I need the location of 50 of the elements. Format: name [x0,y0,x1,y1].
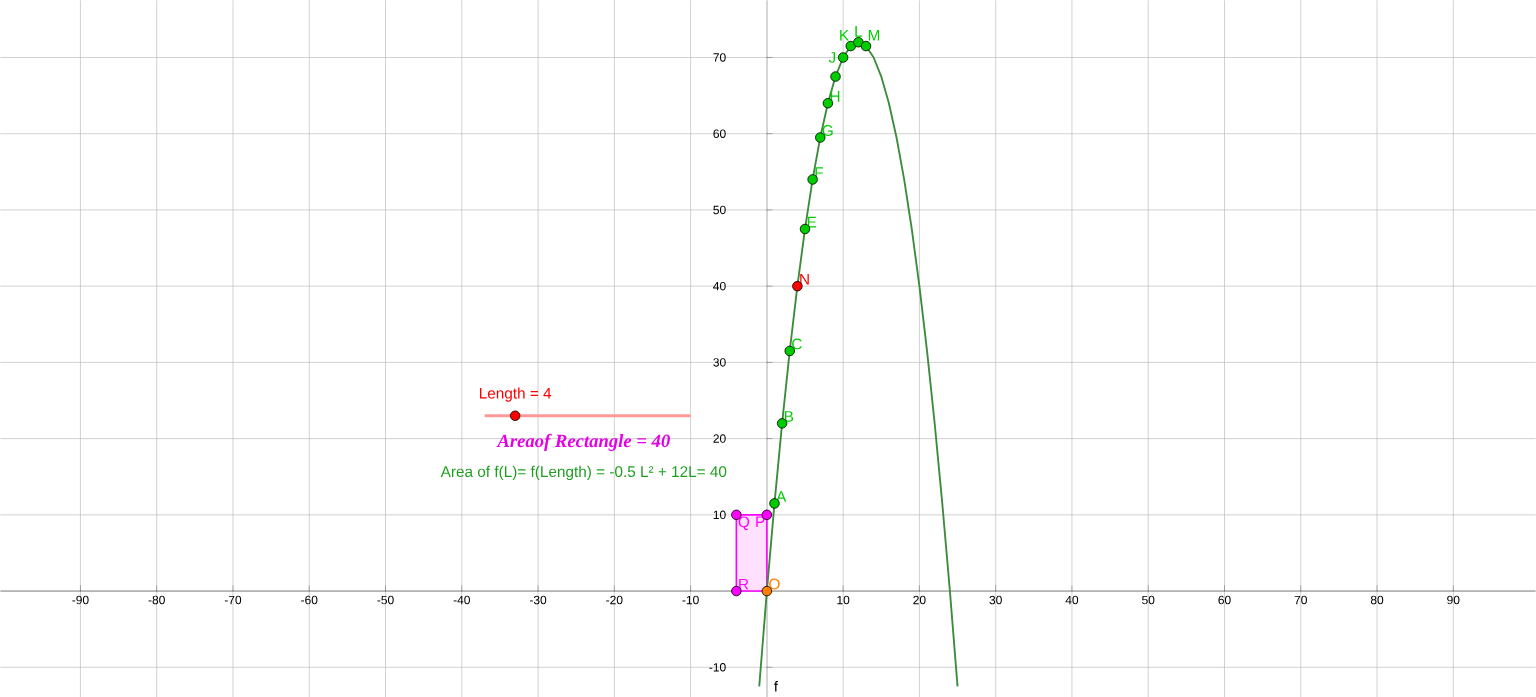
x-tick-label: -80 [148,595,165,605]
annotation: Areaof Rectangle = 40 [496,433,670,451]
x-tick-label: -90 [72,595,89,605]
data-label: N [800,273,809,285]
point [830,71,841,82]
data-label: B [784,411,794,422]
data-label: P [756,516,765,527]
x-tick-label: -20 [606,595,623,605]
x-tick-label: 80 [1370,595,1384,605]
data-label: J [828,51,836,63]
x-tick-label: -70 [224,595,242,605]
data-label: F [815,167,823,178]
data-label: K [840,29,849,41]
x-tick-label: 20 [913,595,926,605]
y-tick-label: 40 [713,281,726,291]
y-tick-label: 50 [713,205,726,215]
y-tick-label: 30 [713,357,726,367]
annotation: f [774,680,778,692]
x-tick-label: -50 [377,595,394,605]
x-tick-label: -30 [529,595,547,605]
x-tick-label: 10 [837,595,850,605]
data-label: Q [738,516,750,530]
y-tick-label: 20 [713,434,726,443]
point [860,40,872,52]
y-tick-label: 70 [713,53,726,62]
point [853,36,864,48]
data-label: L [855,25,863,37]
annotation: Length = 4 [479,387,552,402]
data-label: M [868,29,880,41]
x-tick-label: -40 [453,595,470,605]
annotation: Area of f(L)= f(Length) = -0.5 L² + 12L= 40 [440,465,727,480]
data-label: C [792,338,802,350]
y-tick-label: 10 [713,510,726,519]
x-tick-label: 30 [989,595,1002,605]
y-tick-label: 60 [713,129,726,138]
x-tick-label: -60 [301,595,318,605]
data-label: G [822,124,833,136]
x-tick-label: 60 [1218,595,1231,605]
y-tick-label: -10 [709,662,726,672]
x-tick-label: 50 [1142,595,1155,605]
data-label: R [739,578,749,590]
x-tick-label: 90 [1447,595,1460,605]
x-tick-label: 40 [1065,595,1079,605]
data-label: H [830,90,840,102]
data-label: E [807,216,817,228]
point [837,52,849,63]
x-tick-label: 70 [1294,595,1307,605]
point [509,410,521,421]
x-tick-label: -10 [682,595,699,605]
data-label: O [769,578,780,590]
